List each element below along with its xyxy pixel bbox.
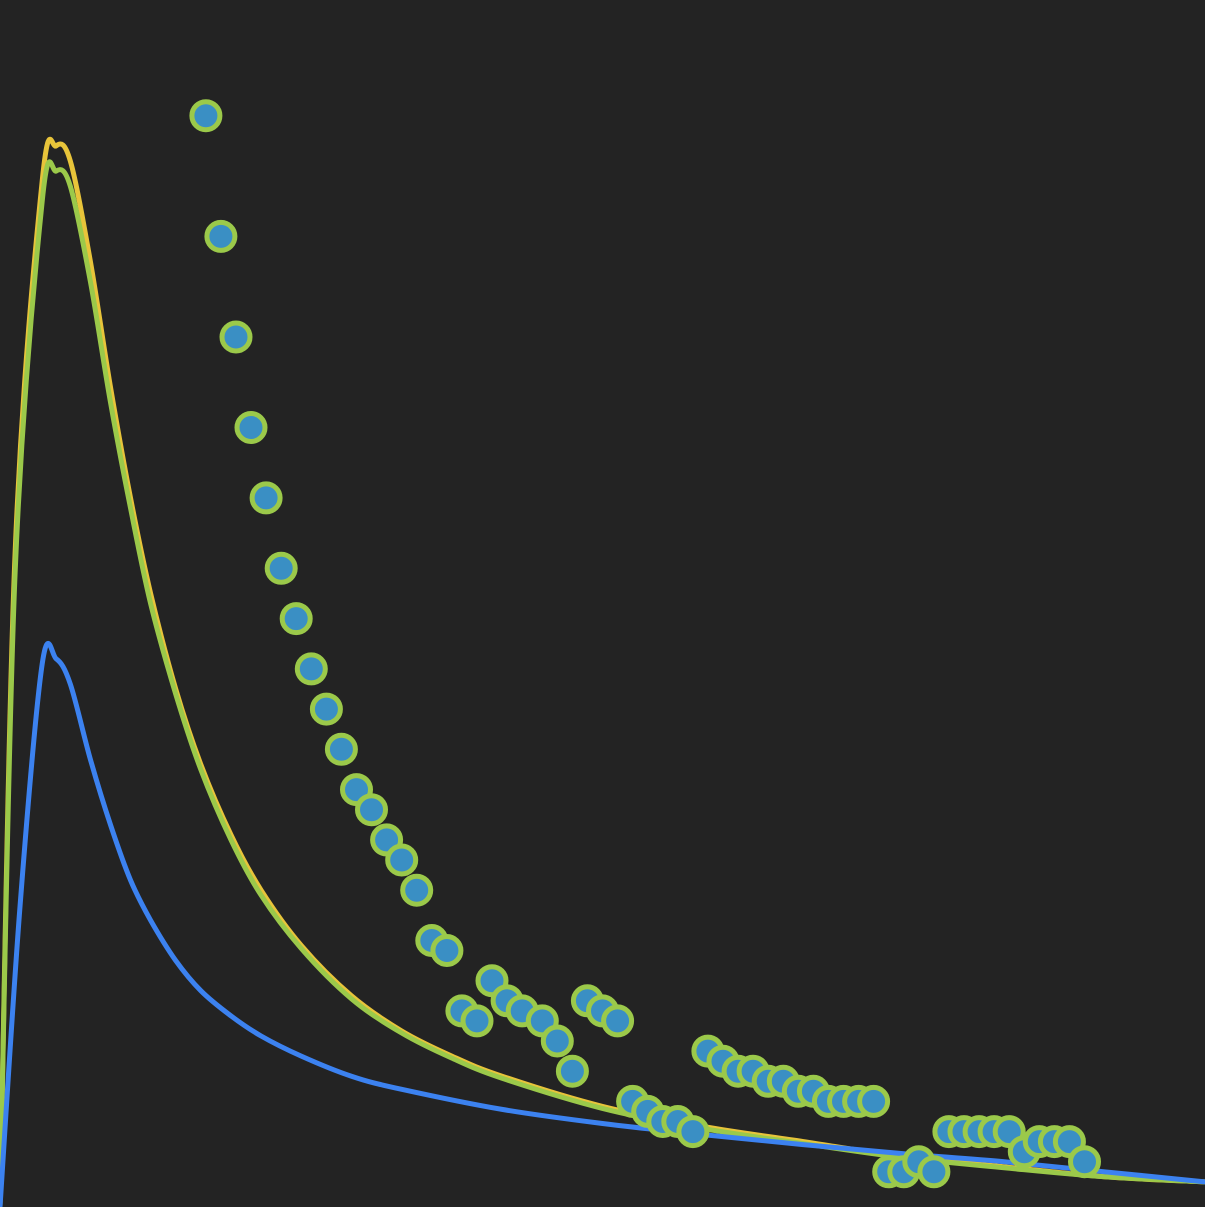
scatter-point [601,1004,635,1038]
scatter-point [355,793,388,827]
scatter-points [189,99,1101,1189]
scatter-point [234,411,268,444]
scatter-point [400,873,434,907]
scatter-point [676,1115,710,1149]
scatter-point [385,843,419,877]
scatter-point [917,1155,951,1189]
scatter-point [294,652,328,686]
series-lines [0,136,1205,1207]
scatter-point [324,732,358,766]
scatter-point [555,1054,589,1088]
series-line-2 [0,641,1205,1207]
scatter-point [264,551,298,585]
scatter-point [460,1004,494,1038]
scatter-point [219,320,253,354]
scatter-point [249,481,283,515]
scatter-point [540,1024,574,1058]
scatter-point [857,1084,891,1118]
scatter-point [189,99,223,133]
scatter-point [309,692,343,726]
scatter-point [430,934,464,967]
scatter-point [204,219,238,253]
scatter-point [279,602,313,636]
scatter-point [1068,1145,1101,1179]
